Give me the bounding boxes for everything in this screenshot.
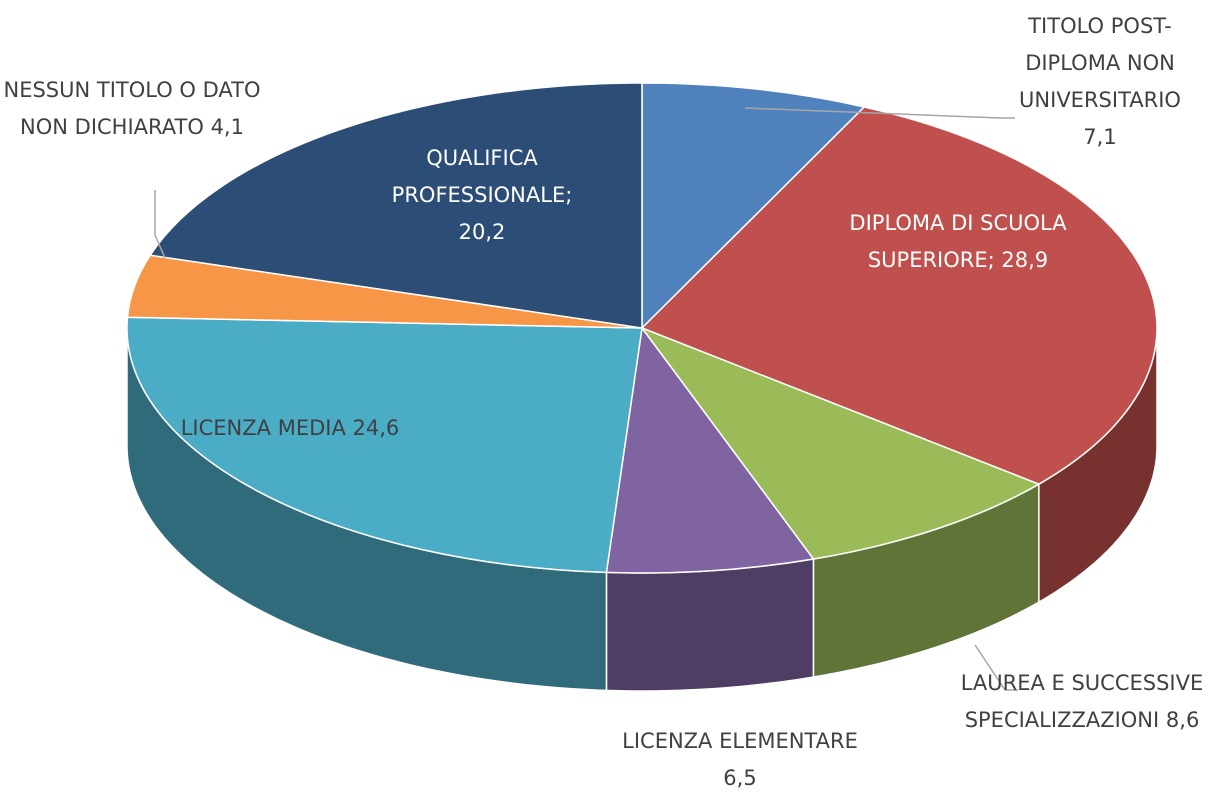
data-label: LICENZA MEDIA 24,6 [170,410,410,447]
data-label: QUALIFICA PROFESSIONALE; 20,2 [367,140,597,251]
pie-slice [126,316,643,574]
value-label: 28,9 [1001,248,1049,272]
pie-slice [639,326,1041,560]
leader-line [744,107,1015,119]
pie-slice [640,106,1158,485]
side-walls [126,327,1158,692]
value-label: 4,1 [210,115,244,139]
value-label: 6,5 [723,766,757,790]
data-label: LICENZA ELEMENTARE 6,5 [615,723,865,797]
data-label: DIPLOMA DI SCUOLA SUPERIORE; 28,9 [838,205,1078,279]
value-label: 24,6 [352,416,400,440]
category-label: LICENZA ELEMENTARE [622,729,858,753]
leader-line [974,644,1018,691]
category-label: LAUREA E SUCCESSIVE SPECIALIZZAZIONI [960,671,1204,732]
category-label: DIPLOMA DI SCUOLA SUPERIORE; [849,211,1067,272]
pie-slice [641,82,866,330]
data-label: TITOLO POST-DIPLOMA NON UNIVERSITARIO 7,… [1000,8,1200,156]
pie-side [605,558,815,692]
category-label: TITOLO POST-DIPLOMA NON UNIVERSITARIO [1019,14,1181,112]
top-faces [126,82,1158,574]
category-label: LICENZA MEDIA [180,416,346,440]
pie-slice [148,82,643,329]
pie-slice [605,326,815,574]
category-label: QUALIFICA PROFESSIONALE; [391,146,573,207]
value-label: 7,1 [1083,125,1117,149]
value-label: 20,2 [458,220,506,244]
value-label: 8,6 [1165,708,1200,732]
data-label: LAUREA E SUCCESSIVE SPECIALIZZAZIONI 8,6 [957,665,1207,739]
category-label: NESSUN TITOLO O DATO NON DICHIARATO [3,78,261,139]
leader-line [154,190,166,259]
data-label: NESSUN TITOLO O DATO NON DICHIARATO 4,1 [0,72,267,146]
